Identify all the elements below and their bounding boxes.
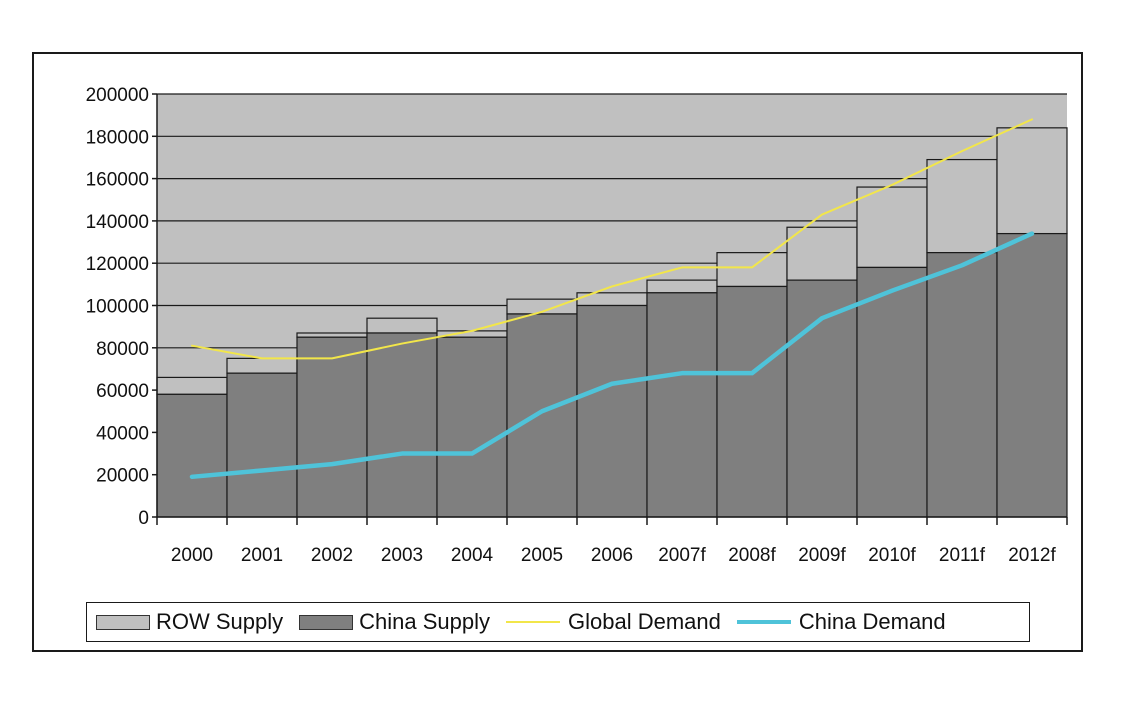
y-tick-label-2: 40000 xyxy=(96,423,149,444)
bar-row-supply-2000 xyxy=(156,376,228,395)
legend-item-china-demand: China Demand xyxy=(736,609,946,635)
bar-row-supply-2001 xyxy=(226,357,298,374)
legend-line-global-demand xyxy=(506,621,561,623)
bar-china-supply-2000 xyxy=(156,393,228,518)
x-tick-label-2011f: 2011f xyxy=(939,545,986,566)
bar-row-supply-2012f xyxy=(996,127,1068,235)
x-tick-label-2009f: 2009f xyxy=(798,545,846,566)
y-tick-label-7: 140000 xyxy=(86,212,149,233)
bar-row-supply-2009f xyxy=(786,226,858,281)
legend-line-china-demand xyxy=(736,620,791,624)
chart-frame: 0 20000 40000 60000 80000 100000 120000 140000 1… xyxy=(32,52,1083,652)
y-tick-label-8: 160000 xyxy=(86,170,149,191)
x-tick-label-2003: 2003 xyxy=(381,545,423,566)
y-tick-label-4: 80000 xyxy=(96,339,149,360)
bar-row-supply-2007f xyxy=(646,279,718,294)
x-tick-label-2012f: 2012f xyxy=(1008,545,1056,566)
x-tick-label-2001: 2001 xyxy=(241,545,283,566)
legend-item-row-supply: ROW Supply xyxy=(96,609,283,635)
y-tick-label-6: 120000 xyxy=(86,254,149,275)
bar-china-supply-2004 xyxy=(436,336,508,518)
bar-row-supply-2003 xyxy=(366,317,438,334)
x-tick-label-2002: 2002 xyxy=(311,545,353,566)
legend-item-china-supply: China Supply xyxy=(299,609,490,635)
x-tick-label-2006: 2006 xyxy=(591,545,633,566)
bar-row-supply-2011f xyxy=(926,158,998,254)
bar-china-supply-2003 xyxy=(366,332,438,518)
bar-row-supply-2010f xyxy=(856,186,928,269)
bar-china-supply-2009f xyxy=(786,279,858,518)
bar-china-supply-2005 xyxy=(506,313,578,518)
legend-swatch-row-supply xyxy=(96,614,150,630)
bar-china-supply-2007f xyxy=(646,292,718,518)
bar-row-supply-2008f xyxy=(716,252,788,288)
legend-label-row-supply: ROW Supply xyxy=(156,609,284,634)
bar-china-supply-2008f xyxy=(716,285,788,518)
y-tick-label-1: 20000 xyxy=(96,466,149,487)
legend-label-global-demand: Global Demand xyxy=(568,609,721,634)
legend-swatch-china-supply xyxy=(299,614,354,630)
legend-label-china-demand: China Demand xyxy=(798,609,946,634)
x-tick-label-2007f: 2007f xyxy=(658,545,706,566)
x-tick-label-2008f: 2008f xyxy=(728,545,776,566)
x-tick-label-2004: 2004 xyxy=(451,545,494,566)
y-tick-label-3: 60000 xyxy=(96,381,149,402)
bar-china-supply-2002 xyxy=(296,336,368,518)
chart-legend: ROW Supply China Supply Global Demand Ch… xyxy=(86,602,1030,642)
bar-row-supply-2002 xyxy=(296,332,368,338)
bar-china-supply-2011f xyxy=(926,252,998,518)
bar-china-supply-2012f xyxy=(996,232,1068,518)
y-tick-label-10: 200000 xyxy=(86,85,149,106)
y-tick-label-9: 180000 xyxy=(86,127,149,148)
x-tick-label-2000: 2000 xyxy=(171,545,213,566)
line-global-demand xyxy=(191,118,1033,360)
bar-china-supply-2001 xyxy=(226,372,298,518)
line-china-demand xyxy=(189,231,1035,480)
legend-item-global-demand: Global Demand xyxy=(506,609,721,635)
legend-label-china-supply: China Supply xyxy=(359,609,491,634)
y-tick-label-5: 100000 xyxy=(86,297,149,318)
supply-demand-chart: 0 20000 40000 60000 80000 100000 120000 140000 1… xyxy=(86,85,1068,566)
x-tick-label-2010f: 2010f xyxy=(868,545,916,566)
bar-china-supply-2006 xyxy=(576,304,648,518)
x-tick-label-2005: 2005 xyxy=(521,545,563,566)
y-tick-label-0: 0 xyxy=(138,508,149,529)
bar-china-supply-2010f xyxy=(856,266,928,518)
